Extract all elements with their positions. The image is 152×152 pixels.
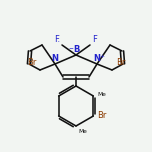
Text: Br: Br [116, 58, 125, 67]
Text: N: N [93, 54, 100, 63]
Text: Me: Me [97, 92, 106, 97]
Text: F.: F. [54, 35, 60, 44]
Text: N: N [52, 54, 59, 63]
Text: Br: Br [97, 112, 107, 121]
Text: B: B [73, 45, 79, 54]
Text: Me: Me [78, 129, 87, 134]
Text: −: − [69, 45, 73, 50]
Text: Br: Br [27, 58, 36, 67]
Text: F: F [92, 35, 97, 44]
Text: +: + [100, 55, 105, 59]
